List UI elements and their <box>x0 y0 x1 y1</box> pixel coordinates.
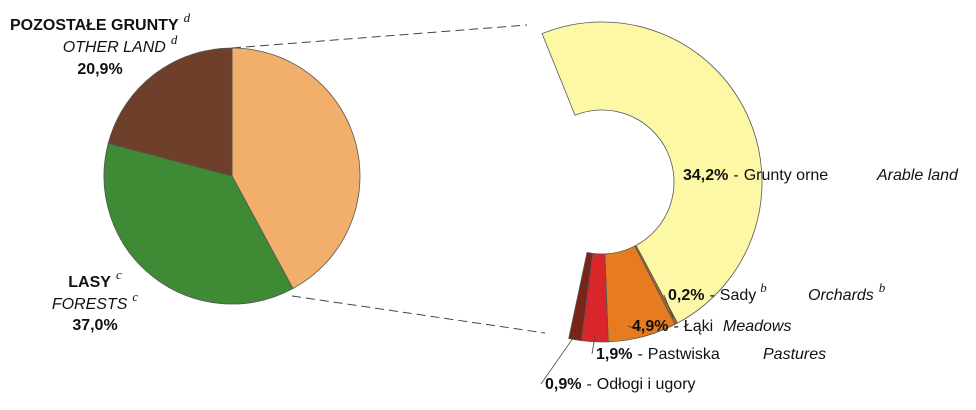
label-part: FORESTS <box>52 296 128 313</box>
label: Arable land <box>876 167 959 184</box>
label: Meadows <box>723 318 791 335</box>
value-label: 1,9% <box>596 346 632 363</box>
pie-slice <box>231 47 361 290</box>
category-label: Odłogi i ugory <box>597 376 696 393</box>
separator: - <box>709 287 714 304</box>
pie-slice <box>107 47 233 177</box>
leader-line <box>663 294 674 319</box>
label: 0,9% - Odłogi i ugory <box>545 376 696 393</box>
label: POZOSTAŁE GRUNTY d <box>10 10 191 34</box>
category-label: Pastwiska <box>648 346 720 363</box>
label-part: LASY <box>68 274 111 291</box>
connector <box>231 24 528 49</box>
separator: - <box>673 318 678 335</box>
value-label: 0,2% <box>668 287 704 304</box>
label-part: OTHER LAND <box>63 39 167 56</box>
footnote: d <box>184 10 191 25</box>
category-label: Sady <box>720 287 756 304</box>
footnote: b <box>879 280 886 295</box>
separator: - <box>586 376 591 393</box>
leader-line <box>540 333 577 385</box>
value-label: 34,2% <box>683 167 728 184</box>
value-label: 37,0% <box>72 317 117 334</box>
pie-slice <box>103 142 294 305</box>
footnote: c <box>132 289 138 304</box>
separator: - <box>733 167 738 184</box>
separator: - <box>637 346 642 363</box>
connector <box>291 295 546 334</box>
label-part: Arable land <box>876 167 959 184</box>
value-label: 0,9% <box>545 376 581 393</box>
ring-slice <box>541 21 763 324</box>
ring-slice <box>568 251 594 342</box>
label-part: Orchards <box>808 287 874 304</box>
label: Orchards b <box>808 280 886 304</box>
label: FORESTS c <box>52 289 139 313</box>
category-label: Łąki <box>684 318 713 335</box>
value-label: 20,9% <box>77 61 122 78</box>
label: 1,9% - Pastwiska <box>596 346 720 363</box>
value-label: 4,9% <box>632 318 668 335</box>
label: 0,2% - Sady b <box>668 280 767 304</box>
category-label: Grunty orne <box>744 167 829 184</box>
label: 34,2% - Grunty orne <box>683 167 828 184</box>
footnote: c <box>116 267 122 282</box>
label: 20,9% <box>77 61 122 78</box>
label: Pastures <box>763 346 826 363</box>
label-part: Meadows <box>723 318 791 335</box>
label-part: POZOSTAŁE GRUNTY <box>10 17 179 34</box>
footnote: b <box>760 280 767 295</box>
label: LASY c <box>68 267 122 291</box>
leader-line <box>627 325 642 332</box>
footnote: d <box>171 32 178 47</box>
label-part: Pastures <box>763 346 826 363</box>
label: 4,9% - Łąki <box>632 318 713 335</box>
label: 37,0% <box>72 317 117 334</box>
label: OTHER LAND d <box>63 32 178 56</box>
leader-line <box>591 335 596 355</box>
